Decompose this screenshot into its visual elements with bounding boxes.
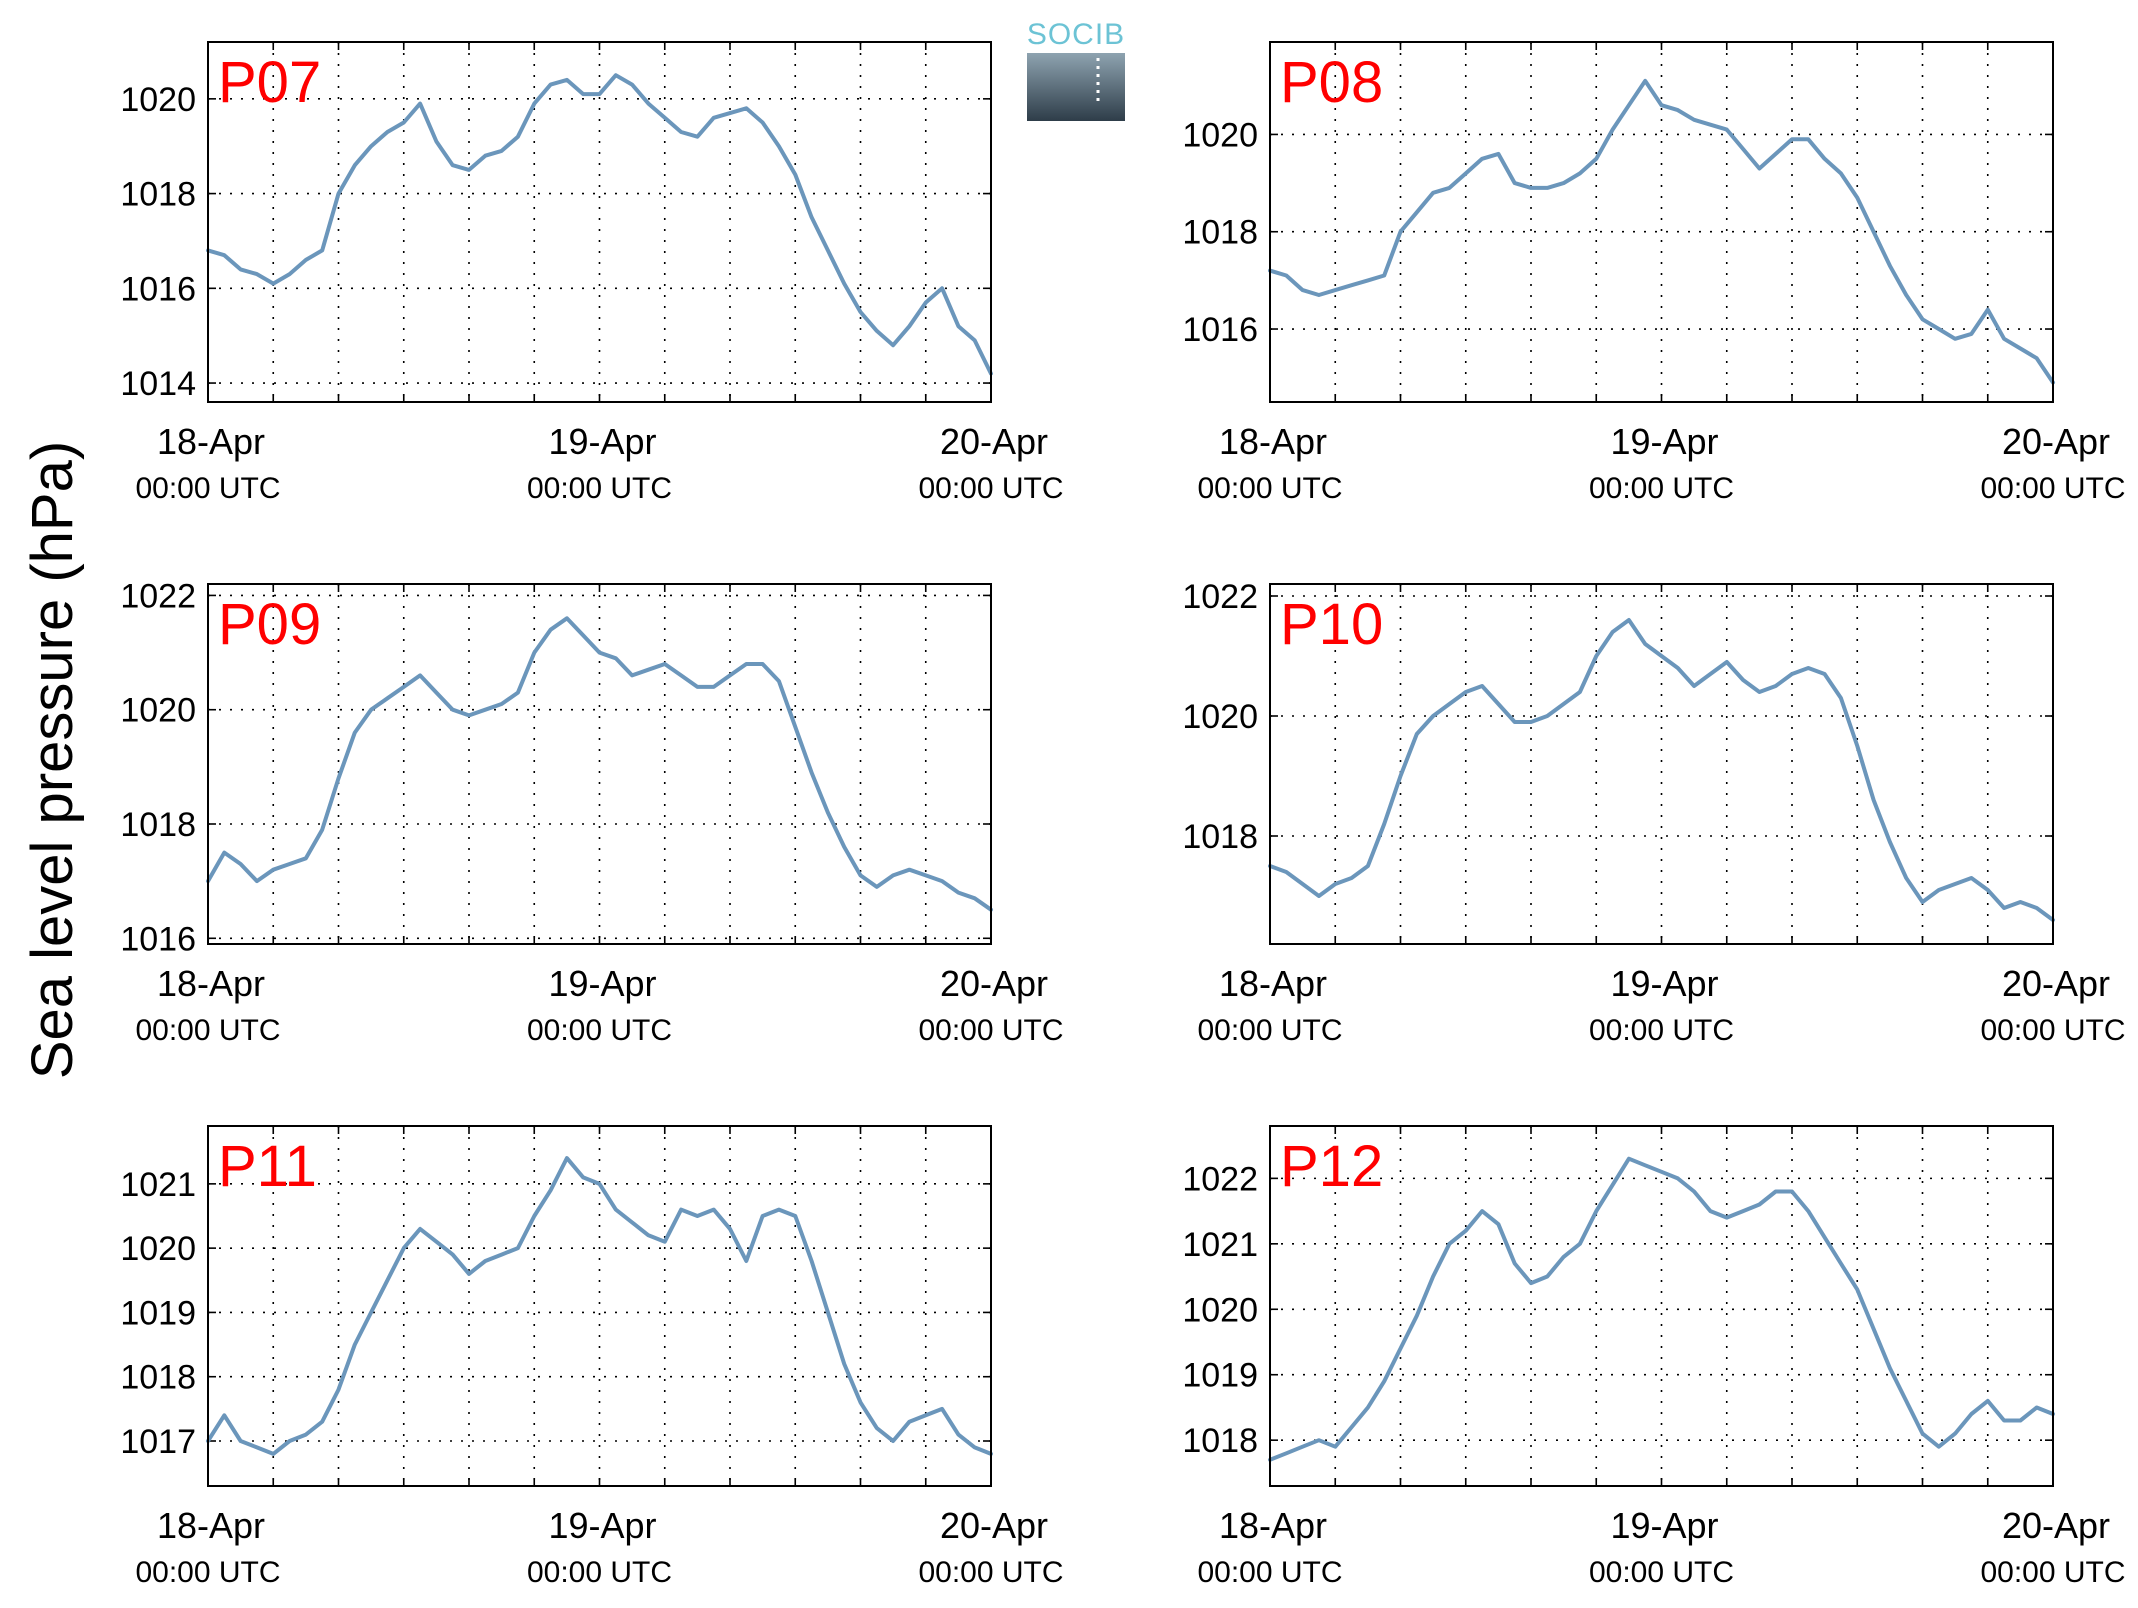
y-tick-label: 1019	[120, 1294, 196, 1332]
x-tick-date: 20-Apr	[2002, 421, 2110, 462]
x-tick-time: 00:00 UTC	[135, 1014, 280, 1047]
panel-label: P07	[218, 50, 321, 115]
x-tick-date: 18-Apr	[157, 1505, 265, 1546]
y-tick-label: 1022	[1182, 578, 1258, 616]
chart-panel-p11: 1017 1018 1019 1020 1021 18-Apr 00:00 UTC 19-Ap…	[120, 1125, 1064, 1589]
y-tick-label: 1020	[120, 81, 196, 119]
y-tick-label: 1020	[1182, 1291, 1258, 1329]
plot-frame	[1269, 1125, 2054, 1487]
panel-label: P11	[218, 1134, 317, 1199]
series-line	[206, 73, 993, 376]
chart-panel-p09: 1016 1018 1020 1022 18-Apr 00:00 UTC 19-Apr 00:…	[120, 577, 1063, 1047]
x-tick-time: 00:00 UTC	[1980, 1014, 2125, 1047]
x-tick-time: 00:00 UTC	[135, 1556, 280, 1589]
series-line	[1268, 78, 2055, 385]
y-tick-label: 1018	[120, 176, 196, 214]
x-tick-time: 00:00 UTC	[1980, 1556, 2125, 1589]
y-tick-label: 1016	[120, 270, 196, 308]
y-tick-label: 1016	[120, 920, 196, 958]
plot-area	[1270, 42, 2053, 402]
x-tick-time: 00:00 UTC	[527, 1014, 672, 1047]
y-tick-label: 1021	[1182, 1226, 1258, 1264]
plot-frame	[1269, 41, 2054, 403]
x-tick-time: 00:00 UTC	[918, 1014, 1063, 1047]
y-tick-label: 1018	[1182, 1422, 1258, 1460]
x-tick-time: 00:00 UTC	[1589, 1556, 1734, 1589]
y-tick-label: 1022	[120, 577, 196, 615]
x-tick-time: 00:00 UTC	[1980, 472, 2125, 505]
x-tick-date: 19-Apr	[1610, 421, 1718, 462]
x-tick-time: 00:00 UTC	[135, 472, 280, 505]
panel-label: P09	[218, 592, 321, 657]
plot-frame	[207, 583, 992, 945]
series-line	[206, 1156, 993, 1456]
x-tick-date: 20-Apr	[940, 1505, 1048, 1546]
y-tick-label: 1020	[1182, 698, 1258, 736]
x-tick-date: 19-Apr	[1610, 963, 1718, 1004]
x-tick-time: 00:00 UTC	[918, 1556, 1063, 1589]
panel-label: P08	[1280, 50, 1383, 115]
y-tick-label: 1020	[1182, 116, 1258, 154]
y-tick-label: 1014	[120, 365, 196, 403]
x-tick-time: 00:00 UTC	[1197, 1014, 1342, 1047]
x-tick-time: 00:00 UTC	[1589, 472, 1734, 505]
y-tick-label: 1018	[1182, 214, 1258, 252]
x-tick-date: 19-Apr	[548, 963, 656, 1004]
y-tick-label: 1020	[120, 692, 196, 730]
plot-area	[1270, 1126, 2053, 1486]
x-tick-time: 00:00 UTC	[1197, 472, 1342, 505]
series-line	[206, 616, 993, 912]
x-tick-date: 19-Apr	[548, 421, 656, 462]
series-line	[1268, 618, 2055, 922]
plot-area	[208, 584, 991, 944]
chart-panel-p12: 1018 1019 1020 1021 1022 18-Apr 00:00 UTC 19-Ap…	[1182, 1125, 2126, 1589]
y-tick-label: 1020	[120, 1230, 196, 1268]
x-tick-date: 18-Apr	[1219, 1505, 1327, 1546]
chart-panel-p08: 1016 1018 1020 18-Apr 00:00 UTC 19-Apr 00:00 U…	[1182, 41, 2126, 505]
chart-panel-p07: 1014 1016 1018 1020 18-Apr 00:00 UTC 19-Apr 00:…	[120, 41, 1064, 505]
y-tick-label: 1017	[120, 1423, 196, 1461]
plot-frame	[207, 41, 992, 403]
plot-area	[208, 42, 991, 402]
x-tick-time: 00:00 UTC	[1589, 1014, 1734, 1047]
y-tick-label: 1019	[1182, 1357, 1258, 1395]
plot-area	[208, 1126, 991, 1486]
x-tick-time: 00:00 UTC	[918, 472, 1063, 505]
logo-text: SOCIB	[1027, 18, 1125, 51]
x-tick-time: 00:00 UTC	[527, 472, 672, 505]
x-tick-date: 20-Apr	[940, 421, 1048, 462]
y-tick-label: 1016	[1182, 311, 1258, 349]
y-tick-label: 1018	[1182, 818, 1258, 856]
y-tick-label: 1022	[1182, 1160, 1258, 1198]
x-tick-time: 00:00 UTC	[1197, 1556, 1342, 1589]
logo-box	[1027, 53, 1125, 121]
panel-label: P10	[1280, 592, 1383, 657]
y-tick-label: 1018	[120, 1359, 196, 1397]
x-tick-date: 19-Apr	[1610, 1505, 1718, 1546]
chart-panel-p10: 1018 1020 1022 18-Apr 00:00 UTC 19-Apr 00:00 U…	[1182, 578, 2125, 1047]
y-tick-label: 1021	[120, 1166, 196, 1204]
socib-logo: SOCIB	[1027, 18, 1125, 121]
plot-frame	[1269, 583, 2054, 945]
x-tick-date: 19-Apr	[548, 1505, 656, 1546]
x-tick-date: 20-Apr	[2002, 963, 2110, 1004]
x-tick-date: 18-Apr	[1219, 421, 1327, 462]
x-tick-date: 18-Apr	[157, 421, 265, 462]
y-axis-label: Sea level pressure (hPa)	[20, 441, 85, 1079]
series-line	[1268, 1156, 2055, 1462]
x-tick-date: 18-Apr	[1219, 963, 1327, 1004]
x-tick-date: 20-Apr	[2002, 1505, 2110, 1546]
plot-frame	[207, 1125, 992, 1487]
x-tick-date: 18-Apr	[157, 963, 265, 1004]
plot-area	[1270, 584, 2053, 944]
x-tick-date: 20-Apr	[940, 963, 1048, 1004]
y-tick-label: 1018	[120, 806, 196, 844]
panel-label: P12	[1280, 1134, 1383, 1199]
x-tick-time: 00:00 UTC	[527, 1556, 672, 1589]
